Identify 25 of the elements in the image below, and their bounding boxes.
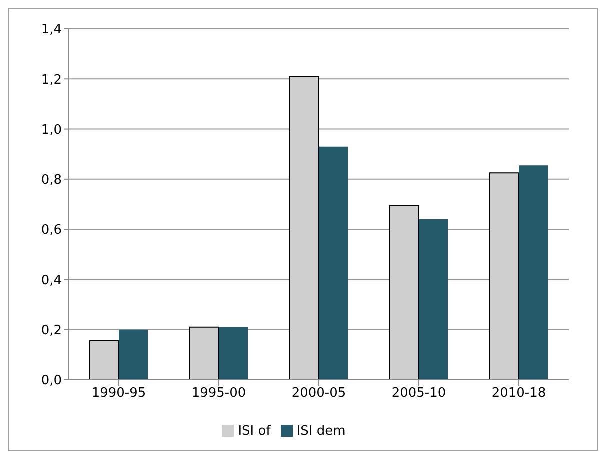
y-tick-label: 0,2 [41, 323, 62, 338]
x-tick-label: 2000-05 [292, 386, 346, 402]
x-tick-label: 2005-10 [392, 386, 446, 402]
y-tick-label: 1,2 [41, 72, 62, 88]
legend-label: ISI of [238, 424, 271, 439]
bar [390, 205, 420, 380]
bar [319, 146, 348, 380]
y-tick-label: 0,4 [41, 273, 62, 288]
y-tick-label: 1,0 [41, 122, 62, 138]
bar [219, 327, 248, 380]
bar [119, 330, 148, 380]
x-tick-label: 1995-00 [192, 386, 246, 402]
legend-label: ISI dem [296, 424, 346, 439]
y-tick-label: 0,0 [41, 374, 62, 389]
bar [290, 76, 320, 380]
bar [419, 220, 448, 380]
y-tick-label: 0,6 [41, 223, 62, 238]
x-tick-label: 2010-18 [492, 386, 546, 402]
bar [519, 166, 548, 380]
x-tick-label: 1990-95 [92, 386, 146, 402]
bar [490, 172, 520, 380]
y-tick-label: 1,4 [41, 22, 62, 38]
y-tick-label: 0,8 [41, 173, 62, 188]
bar [90, 340, 120, 380]
bar [190, 326, 220, 380]
